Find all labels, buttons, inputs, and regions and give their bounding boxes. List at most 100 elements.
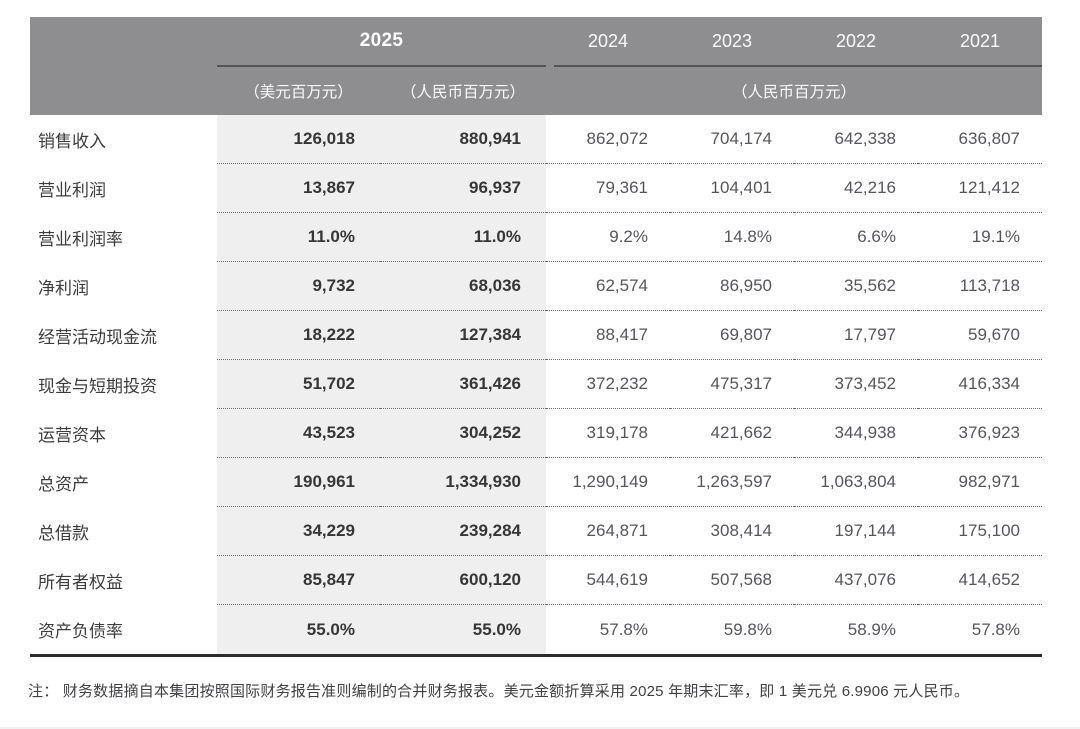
table-row: 运营资本 43,523 304,252 319,178 421,662 344,938 37… xyxy=(30,409,1042,458)
value-prior-year: 308,414 xyxy=(670,507,794,556)
table-row: 营业利润率 11.0% 11.0% 9.2% 14.8% 6.6% 19.1% xyxy=(30,213,1042,262)
header-year-2022: 2022 xyxy=(835,30,877,51)
value-prior-year: 62,574 xyxy=(546,262,670,311)
value-prior-year: 344,938 xyxy=(794,409,918,458)
value-prior-year: 79,361 xyxy=(546,164,670,213)
value-2025: 361,426 xyxy=(380,360,546,409)
header-unit-rmb-group: （人民币百万元） xyxy=(731,84,856,101)
value-2025: 11.0% xyxy=(217,213,380,262)
value-prior-year: 373,452 xyxy=(794,360,918,409)
value-prior-year: 88,417 xyxy=(546,311,670,360)
value-prior-year: 86,950 xyxy=(670,262,794,311)
value-prior-year: 642,338 xyxy=(794,115,918,164)
header-units-row: （美元百万元） （人民币百万元） （人民币百万元） xyxy=(30,67,1042,115)
footnote: 注： 财务数据摘自本集团按照国际财务报告准则编制的合并财务报表。美元金额折算采用… xyxy=(28,683,970,700)
header-unit-rmb: （人民币百万元） xyxy=(400,84,525,101)
table-row: 总借款 34,229 239,284 264,871 308,414 197,144 175… xyxy=(30,507,1042,556)
value-2025: 96,937 xyxy=(380,164,546,213)
value-prior-year: 544,619 xyxy=(546,556,670,605)
row-label: 净利润 xyxy=(38,279,89,298)
value-prior-year: 636,807 xyxy=(918,115,1042,164)
table-row: 销售收入 126,018 880,941 862,072 704,174 642,338 6… xyxy=(30,115,1042,164)
financial-summary-table: 2025 2024 2023 2022 2021 （美元百万元） （人民币百万元… xyxy=(30,17,1042,657)
value-prior-year: 121,412 xyxy=(918,164,1042,213)
value-prior-year: 1,263,597 xyxy=(670,458,794,507)
value-prior-year: 421,662 xyxy=(670,409,794,458)
row-label: 经营活动现金流 xyxy=(38,328,157,347)
value-prior-year: 704,174 xyxy=(670,115,794,164)
value-2025: 11.0% xyxy=(380,213,546,262)
value-2025: 239,284 xyxy=(380,507,546,556)
value-prior-year: 982,971 xyxy=(918,458,1042,507)
row-label: 总借款 xyxy=(38,524,89,543)
header-divider-years xyxy=(554,65,1042,67)
value-2025: 880,941 xyxy=(380,115,546,164)
header-year-2023: 2023 xyxy=(711,30,753,51)
row-label: 资产负债率 xyxy=(38,622,123,641)
value-prior-year: 197,144 xyxy=(794,507,918,556)
value-2025: 55.0% xyxy=(217,605,380,654)
value-2025: 85,847 xyxy=(217,556,380,605)
value-prior-year: 319,178 xyxy=(546,409,670,458)
value-prior-year: 376,923 xyxy=(918,409,1042,458)
row-label: 运营资本 xyxy=(38,426,106,445)
value-2025: 190,961 xyxy=(217,458,380,507)
financial-summary-page: 2025 2024 2023 2022 2021 （美元百万元） （人民币百万元… xyxy=(28,17,1042,700)
value-prior-year: 175,100 xyxy=(918,507,1042,556)
value-prior-year: 264,871 xyxy=(546,507,670,556)
value-prior-year: 862,072 xyxy=(546,115,670,164)
value-2025: 34,229 xyxy=(217,507,380,556)
row-label: 所有者权益 xyxy=(38,573,123,592)
value-2025: 68,036 xyxy=(380,262,546,311)
value-2025: 126,018 xyxy=(217,115,380,164)
table-body: 销售收入 126,018 880,941 862,072 704,174 642,338 6… xyxy=(30,115,1042,657)
value-prior-year: 1,063,804 xyxy=(794,458,918,507)
value-2025: 18,222 xyxy=(217,311,380,360)
value-prior-year: 69,807 xyxy=(670,311,794,360)
value-prior-year: 475,317 xyxy=(670,360,794,409)
value-2025: 304,252 xyxy=(380,409,546,458)
bottom-divider xyxy=(0,727,1080,729)
value-prior-year: 57.8% xyxy=(599,619,648,639)
value-prior-year: 507,568 xyxy=(670,556,794,605)
value-prior-year: 9.2% xyxy=(546,213,670,262)
value-prior-year: 113,718 xyxy=(918,262,1042,311)
row-label: 现金与短期投资 xyxy=(38,377,157,396)
row-label: 总资产 xyxy=(38,475,89,494)
value-prior-year: 57.8% xyxy=(971,619,1020,639)
value-2025: 43,523 xyxy=(217,409,380,458)
value-2025: 1,334,930 xyxy=(380,458,546,507)
value-prior-year: 19.1% xyxy=(918,213,1042,262)
table-row: 现金与短期投资 51,702 361,426 372,232 475,317 373,45… xyxy=(30,360,1042,409)
value-2025: 600,120 xyxy=(380,556,546,605)
header-unit-usd: （美元百万元） xyxy=(244,84,353,101)
table-row: 净利润 9,732 68,036 62,574 86,950 35,562 113,718 xyxy=(30,262,1042,311)
value-prior-year: 6.6% xyxy=(794,213,918,262)
table-header: 2025 2024 2023 2022 2021 （美元百万元） （人民币百万元… xyxy=(30,17,1042,115)
header-years-row: 2025 2024 2023 2022 2021 xyxy=(30,17,1042,65)
value-2025: 13,867 xyxy=(217,164,380,213)
value-prior-year: 35,562 xyxy=(794,262,918,311)
value-2025: 55.0% xyxy=(380,605,546,654)
value-prior-year: 58.9% xyxy=(847,619,896,639)
value-prior-year: 414,652 xyxy=(918,556,1042,605)
table-row: 营业利润 13,867 96,937 79,361 104,401 42,216 121,4… xyxy=(30,164,1042,213)
header-divider-2025 xyxy=(217,65,546,67)
value-2025: 9,732 xyxy=(217,262,380,311)
header-year-2024: 2024 xyxy=(587,30,629,51)
value-prior-year: 372,232 xyxy=(546,360,670,409)
table-row: 经营活动现金流 18,222 127,384 88,417 69,807 17,797 59… xyxy=(30,311,1042,360)
value-prior-year: 437,076 xyxy=(794,556,918,605)
header-year-2021: 2021 xyxy=(959,30,1001,51)
table-row: 总资产 190,961 1,334,930 1,290,149 1,263,597 1,0… xyxy=(30,458,1042,507)
row-label: 销售收入 xyxy=(38,132,106,151)
value-prior-year: 59,670 xyxy=(918,311,1042,360)
row-label: 营业利润 xyxy=(38,181,106,200)
value-prior-year: 42,216 xyxy=(794,164,918,213)
value-2025: 127,384 xyxy=(380,311,546,360)
value-prior-year: 1,290,149 xyxy=(546,458,670,507)
row-label: 营业利润率 xyxy=(38,230,123,249)
value-prior-year: 59.8% xyxy=(723,619,772,639)
value-prior-year: 14.8% xyxy=(670,213,794,262)
header-year-2025: 2025 xyxy=(359,30,404,51)
